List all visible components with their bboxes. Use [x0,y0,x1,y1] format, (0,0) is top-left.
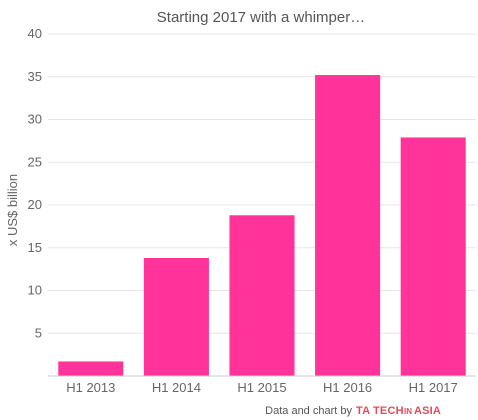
y-tick-label: 10 [28,283,42,298]
y-tick-label: 30 [28,112,42,127]
y-tick-label: 20 [28,197,42,212]
x-tick-label: H1 2016 [323,380,372,395]
brand-word-in: IN [404,407,412,416]
chart-title: Starting 2017 with a whimper… [157,9,365,26]
bar-h1-2015 [229,215,295,376]
x-tick-label: H1 2013 [66,380,115,395]
x-tick-label: H1 2015 [237,380,286,395]
credit-prefix: Data and chart by [265,405,352,417]
y-tick-label: 5 [35,325,42,340]
brand-word-asia: ASIA [414,405,441,417]
brand-mark-logo: TA [356,405,370,417]
bar-h1-2013 [58,361,124,376]
y-axis-ticks: 5 10 15 20 25 30 35 40 [28,26,42,340]
bars [58,75,466,376]
y-axis-label: x US$ billion [5,174,20,246]
y-tick-label: 25 [28,154,42,169]
brand-word-tech: TECH [373,405,404,417]
bar-h1-2016 [315,75,381,376]
x-tick-label: H1 2014 [152,380,201,395]
bar-h1-2014 [143,258,209,376]
bar-h1-2017 [400,137,466,376]
y-tick-label: 35 [28,69,42,84]
y-tick-label: 40 [28,26,42,41]
x-axis-ticks: H1 2013 H1 2014 H1 2015 H1 2016 H1 2017 [66,380,458,395]
chart-credit: Data and chart by TA TECH IN ASIA [265,405,441,417]
y-tick-label: 15 [28,240,42,255]
x-tick-label: H1 2017 [409,380,458,395]
